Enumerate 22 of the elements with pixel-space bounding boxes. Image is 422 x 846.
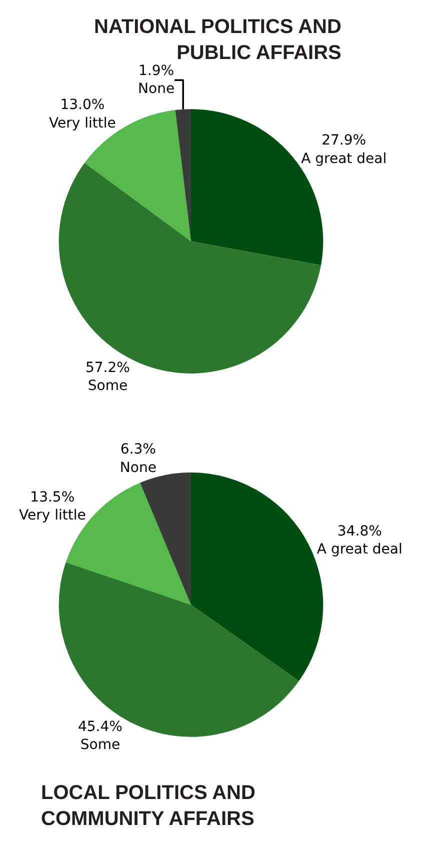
slice-label: Some bbox=[88, 378, 128, 394]
slice-label: Very little bbox=[49, 115, 116, 132]
pie-slice bbox=[59, 562, 299, 737]
data-label: 13.0% bbox=[60, 97, 105, 114]
text: LOCAL POLITICS AND COMMUNITY AFFAIRS bbox=[41, 782, 256, 830]
data-label: 57.2% bbox=[85, 360, 130, 376]
pie-slice bbox=[175, 109, 191, 242]
slice-label: Some bbox=[80, 737, 120, 754]
slice-label: A great deal bbox=[301, 150, 387, 167]
pie-slice bbox=[140, 472, 191, 605]
slice-label: A great deal bbox=[316, 541, 402, 558]
data-label: 45.4% bbox=[78, 718, 122, 735]
slice-label: None bbox=[138, 81, 175, 98]
data-label: 6.3% bbox=[120, 442, 156, 458]
slice-label: Very little bbox=[18, 508, 86, 524]
slice-label: None bbox=[120, 460, 156, 476]
chart-title: NATIONAL POLITICS AND PUBLIC AFFAIRS bbox=[94, 16, 342, 64]
data-label: 27.9% bbox=[322, 132, 366, 149]
data-label: 34.8% bbox=[337, 523, 382, 540]
data-label: 1.9% bbox=[138, 63, 174, 80]
pie-slice bbox=[84, 110, 191, 242]
data-label: 13.5% bbox=[30, 489, 75, 506]
